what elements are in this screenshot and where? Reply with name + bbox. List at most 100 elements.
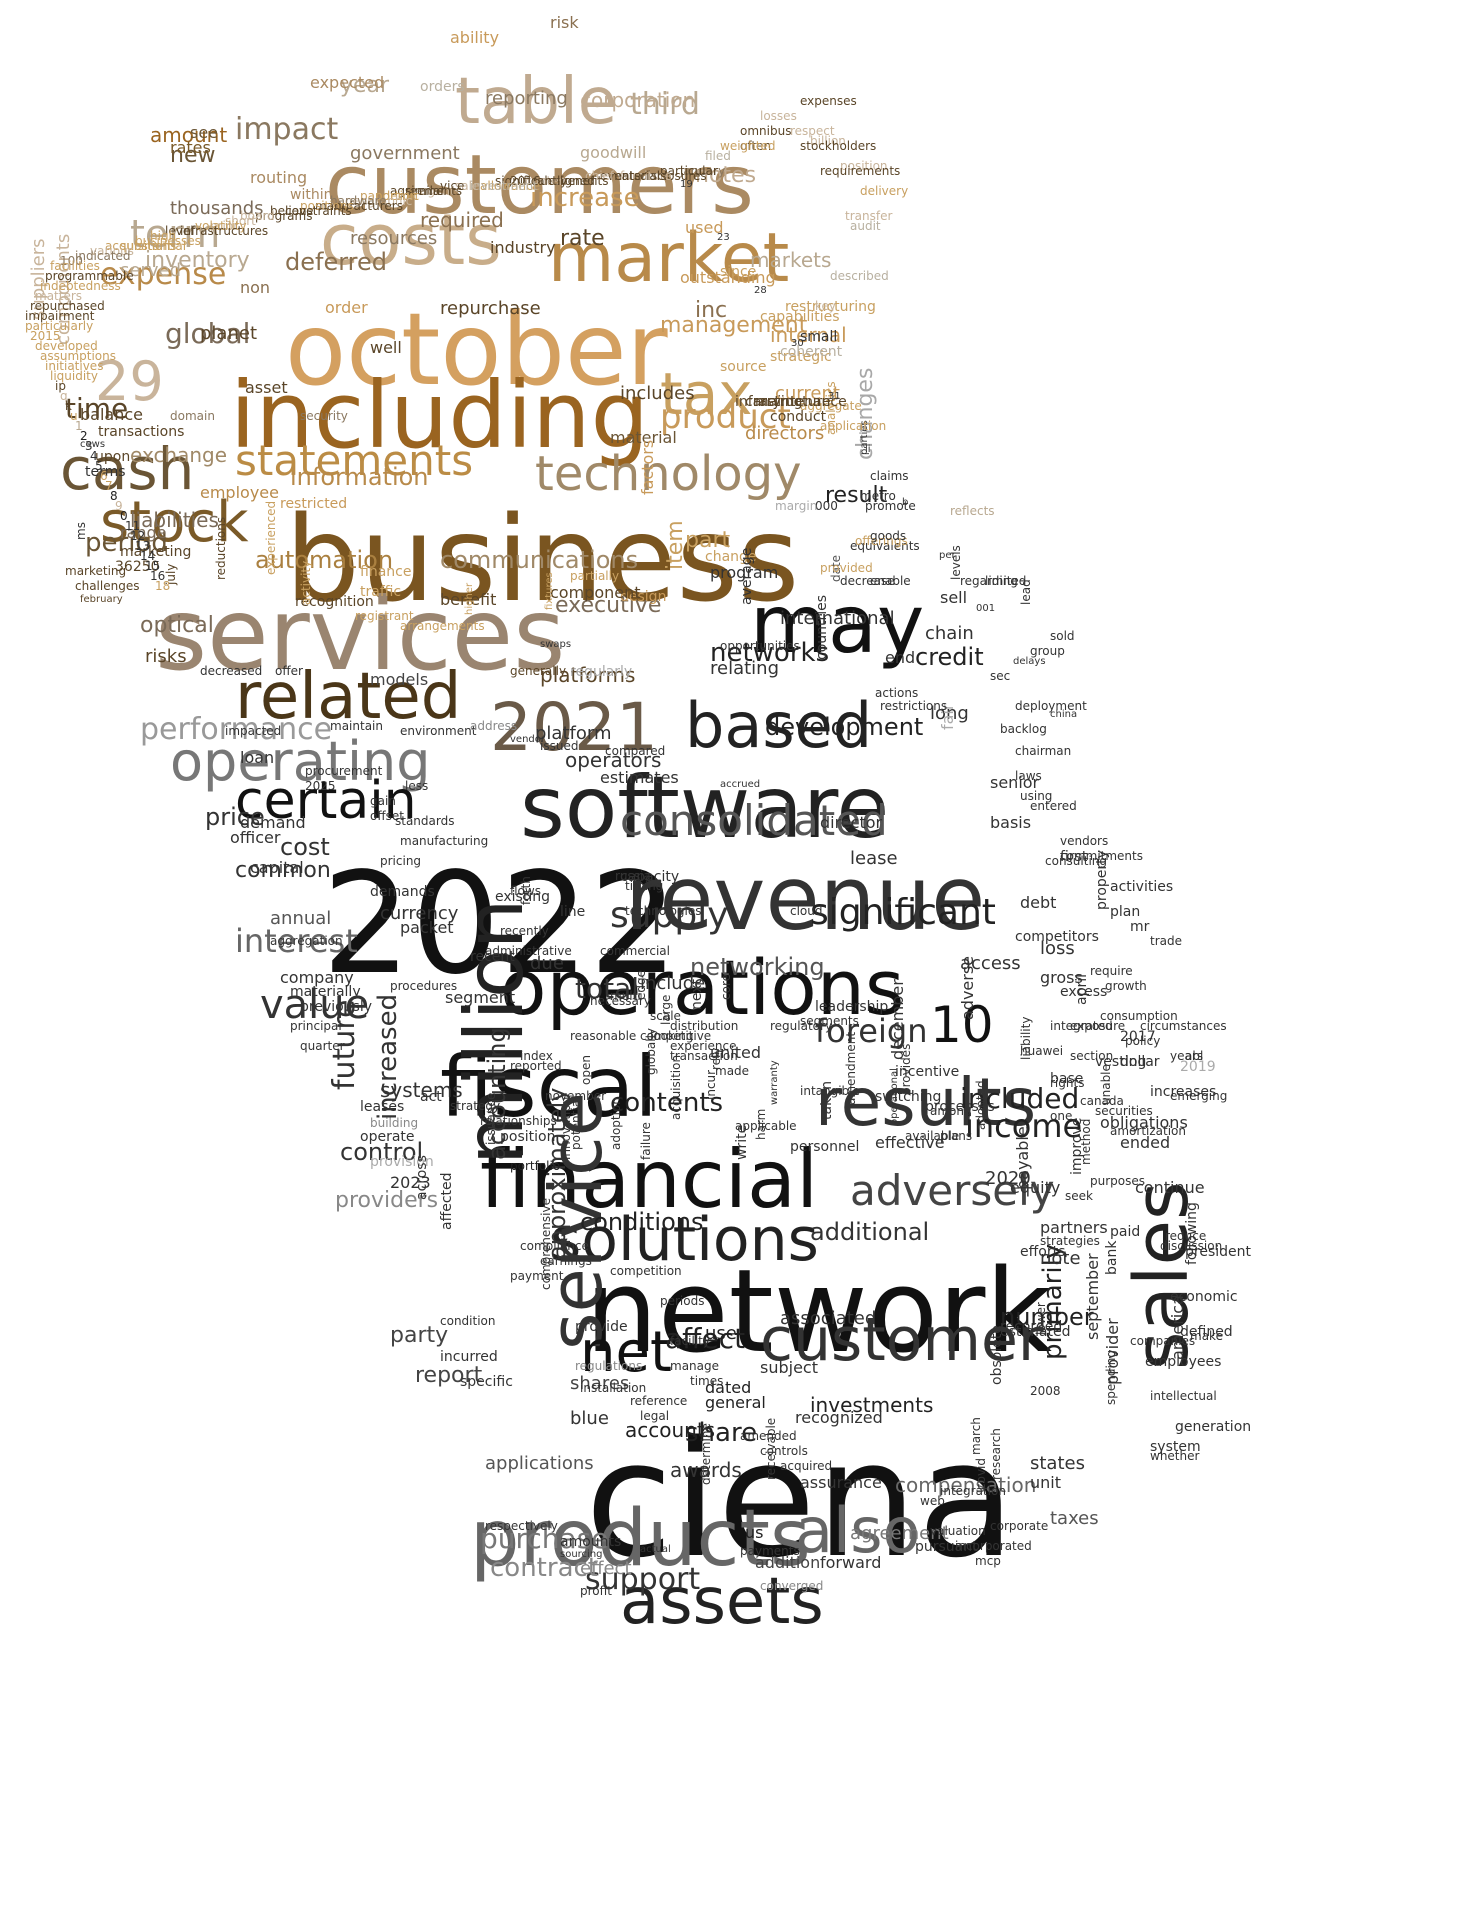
cloud-word: offer [275, 664, 303, 678]
cloud-word: see [190, 123, 219, 142]
cloud-word: make [1190, 1329, 1223, 1343]
cloud-word: item [663, 520, 688, 570]
cloud-word: personnel [790, 1139, 860, 1155]
cloud-word: standards [395, 814, 455, 828]
cloud-word: demand [240, 813, 306, 832]
cloud-word: annual [270, 908, 332, 929]
cloud-word: impact [235, 112, 339, 147]
cloud-word: october [285, 291, 668, 408]
cloud-word: terms [85, 464, 126, 480]
cloud-word: president [1185, 1244, 1251, 1260]
cloud-word: 2017 [1120, 1029, 1156, 1045]
cloud-word: delivery [860, 184, 909, 198]
cloud-word: risk [550, 13, 579, 32]
cloud-word: 2021 [490, 689, 658, 766]
cloud-word: use [705, 1323, 737, 1344]
cloud-word: defined [1180, 1324, 1233, 1340]
cloud-word: volatility [195, 219, 247, 233]
cloud-word: 2015 [30, 329, 61, 343]
cloud-word: 001 [976, 603, 996, 614]
cloud-word: ciena [585, 1406, 1016, 1593]
cloud-word: segments [800, 1014, 859, 1028]
cloud-word: address [470, 719, 518, 733]
cloud-word: recognized [795, 1408, 883, 1427]
cloud-word: open [579, 1055, 593, 1085]
cloud-word: applications [485, 1453, 594, 1474]
cloud-word: based [685, 689, 873, 762]
cloud-word: fiscal [440, 1038, 658, 1136]
cloud-word: table [455, 65, 618, 139]
cloud-word: less [405, 779, 429, 793]
cloud-word: restricted [280, 496, 348, 512]
cloud-word: whether [1150, 1449, 1200, 1463]
cloud-word: notes [695, 163, 757, 188]
cloud-word: liquidity [50, 369, 98, 383]
cloud-word: 0 [120, 509, 128, 523]
cloud-word: adversely [850, 1166, 1055, 1215]
cloud-word: actions [875, 686, 919, 700]
cloud-word: common [235, 858, 331, 883]
cloud-word: 19 [680, 179, 693, 190]
cloud-word: management [660, 313, 808, 338]
cloud-word: 2022 [322, 843, 679, 1006]
cloud-word: legal [640, 1409, 670, 1423]
cloud-word: condition [440, 1314, 496, 1328]
cloud-word: amortization [1110, 1124, 1186, 1138]
cloud-word: competition [610, 1264, 682, 1278]
cloud-word: within [290, 187, 333, 203]
cloud-word: matters [35, 289, 83, 303]
cloud-word: require [1090, 964, 1133, 978]
cloud-word: deferred [285, 248, 387, 276]
cloud-word: valuation [930, 1524, 986, 1538]
cloud-word: planet [200, 323, 257, 344]
cloud-word: recorded [1000, 1319, 1063, 1335]
cloud-word: design [620, 589, 667, 605]
cloud-word: incurred [440, 1349, 498, 1365]
cloud-word: price [205, 803, 265, 831]
cloud-word: customer [760, 1305, 1043, 1375]
cloud-word: end [885, 648, 916, 667]
cloud-word: materially [290, 984, 361, 1000]
cloud-word: paid [1110, 1224, 1141, 1240]
cloud-word: leadership [815, 999, 889, 1015]
cloud-word: strategies [1040, 1234, 1100, 1248]
cloud-word: officer [230, 828, 281, 847]
cloud-word: one [1050, 1109, 1073, 1123]
cloud-word: markets [750, 248, 832, 272]
cloud-word: index [520, 1049, 553, 1063]
cloud-word: 9 [115, 499, 123, 513]
cloud-word: q [60, 389, 68, 403]
cloud-word: includes [620, 383, 695, 404]
cloud-word: amendment [844, 1031, 858, 1105]
cloud-word: increase [530, 183, 640, 213]
cloud-word: number [1000, 1303, 1094, 1331]
cloud-word: made [715, 1064, 750, 1078]
cloud-word: march [969, 1417, 983, 1455]
cloud-word: optical [140, 613, 214, 638]
cloud-word: similar [405, 184, 446, 198]
cloud-word: products [470, 1494, 811, 1584]
cloud-word: liability [1019, 1016, 1033, 1060]
cloud-word: consumption [1100, 1009, 1178, 1023]
cloud-word: shares [570, 1373, 630, 1394]
cloud-word: transaction [670, 1049, 738, 1063]
cloud-word: repurchase [440, 298, 541, 319]
cloud-word: continue [1135, 1178, 1205, 1197]
cloud-word: change [705, 549, 757, 565]
cloud-word: facilities [50, 259, 100, 273]
cloud-word: investments [810, 1393, 934, 1417]
cloud-word: compared [605, 744, 666, 758]
cloud-word: segment [445, 988, 516, 1007]
cloud-word: required [420, 208, 504, 232]
cloud-word: materials [610, 169, 667, 183]
cloud-word: companies [1130, 1334, 1196, 1348]
cloud-word: exchange [130, 443, 228, 467]
cloud-word: served [120, 260, 182, 281]
cloud-word: looking [650, 1029, 694, 1043]
cloud-word: obligations [1100, 1113, 1188, 1132]
cloud-word: filed [705, 149, 731, 163]
cloud-word: relating [710, 658, 780, 679]
cloud-word: currency [380, 903, 459, 924]
cloud-word: source [720, 359, 767, 375]
cloud-word: programs [255, 209, 313, 223]
